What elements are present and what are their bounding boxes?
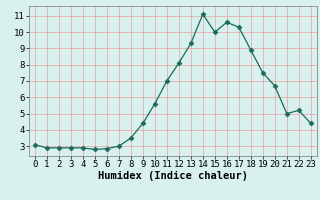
X-axis label: Humidex (Indice chaleur): Humidex (Indice chaleur) — [98, 171, 248, 181]
